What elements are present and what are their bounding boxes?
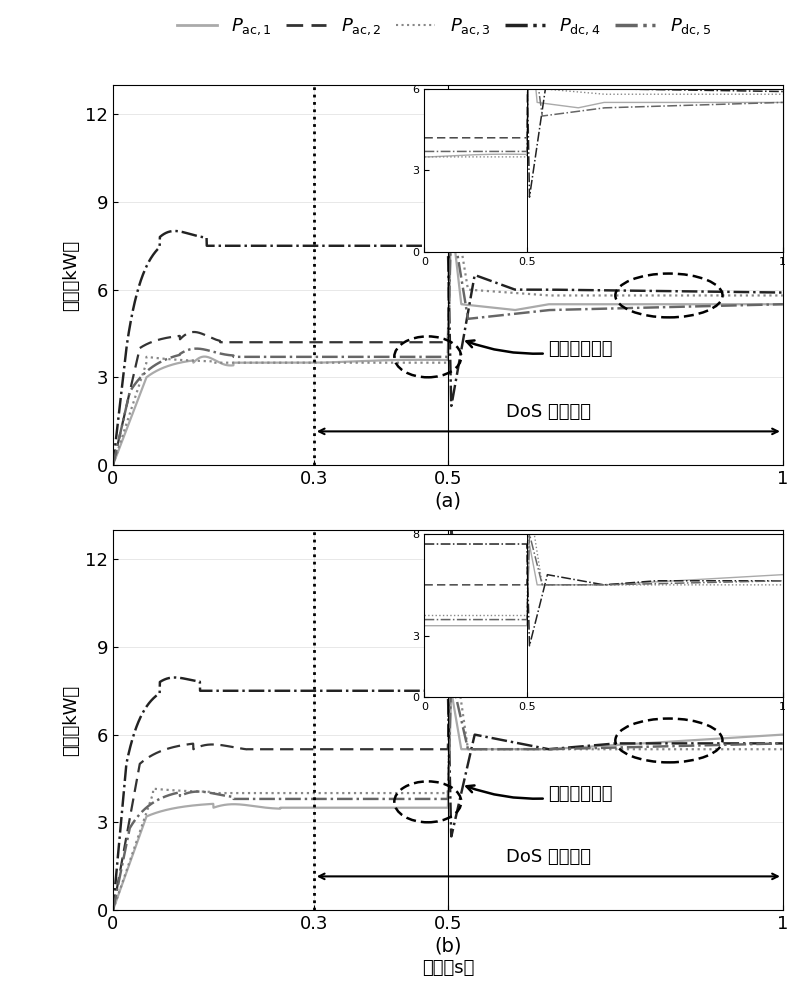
Text: 时间（s）: 时间（s） [422,959,474,977]
Text: 负载功率增加: 负载功率增加 [466,785,613,803]
Text: DoS 攻击发生: DoS 攻击发生 [506,848,591,866]
Text: (b): (b) [434,937,462,956]
Y-axis label: 功率（kW）: 功率（kW） [61,239,80,311]
Y-axis label: 功率（kW）: 功率（kW） [61,684,80,756]
Text: (a): (a) [434,492,462,511]
Text: 负载功率增加: 负载功率增加 [466,340,613,358]
Text: DoS 攻击发生: DoS 攻击发生 [506,403,591,421]
Legend: $P_{\mathrm{ac,1}}$, $P_{\mathrm{ac,2}}$, $P_{\mathrm{ac,3}}$, $P_{\mathrm{dc,4}: $P_{\mathrm{ac,1}}$, $P_{\mathrm{ac,2}}$… [169,9,718,44]
